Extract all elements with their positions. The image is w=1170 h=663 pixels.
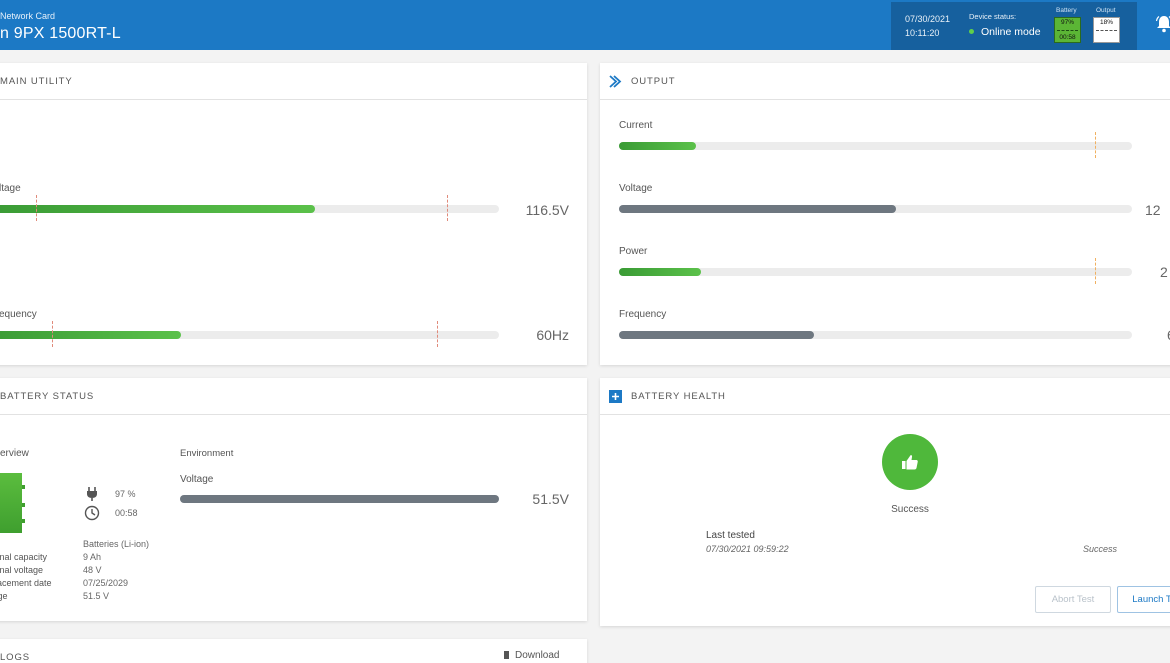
battery-cap-bottom: [22, 519, 25, 523]
main-utility-card: MAIN UTILITY ltage 116.5V equency 60Hz: [0, 63, 587, 365]
env-voltage-label: Voltage: [180, 474, 214, 485]
battery-level-icon: [0, 473, 25, 533]
battery-health-title: BATTERY HEALTH: [631, 391, 726, 402]
health-result: Success: [891, 504, 929, 515]
battery-mini-divider: [1057, 30, 1078, 31]
product-subtitle: Network Card: [0, 11, 56, 21]
output-voltage-fill: [619, 205, 896, 213]
output-current-threshold: [1095, 132, 1096, 158]
detail-nominal-voltage-key: minal voltage: [0, 565, 44, 575]
detail-replacement-key: placement date: [0, 578, 52, 588]
device-title: n 9PX 1500RT-L: [0, 25, 121, 42]
output-card: OUTPUT Current Voltage 12 Power 2 Freque…: [600, 63, 1170, 365]
output-power-value: 2: [1160, 264, 1168, 280]
last-test-result: Success: [1083, 544, 1118, 554]
environment-label: Environment: [180, 448, 234, 459]
utility-frequency-value: 60Hz: [536, 327, 569, 343]
utility-voltage-high-threshold: [447, 195, 448, 221]
output-header: OUTPUT: [600, 63, 1170, 100]
top-bar: Network Card n 9PX 1500RT-L 07/30/2021 1…: [0, 0, 1170, 50]
download-icon: [504, 651, 509, 660]
battery-mini-percent: 97%: [1060, 19, 1074, 26]
battery-cap-mid: [22, 503, 25, 507]
launch-test-button[interactable]: Launch T: [1117, 586, 1170, 613]
output-power-threshold: [1095, 258, 1096, 284]
battery-status-card: BATTERY STATUS erview 97 % 00:58 pe Batt…: [0, 378, 587, 621]
output-mini-widget[interactable]: 18%: [1093, 17, 1120, 43]
chevron-output-icon: [609, 75, 622, 88]
main-utility-title: MAIN UTILITY: [0, 76, 73, 87]
output-power-label: Power: [619, 246, 648, 257]
last-tested-label: Last tested: [706, 530, 755, 541]
utility-voltage-fill: [0, 205, 315, 213]
utility-frequency-bar: [0, 321, 499, 347]
detail-type-value: Batteries (Li-ion): [83, 539, 150, 549]
env-voltage-bar: [180, 495, 499, 503]
detail-voltage-key: tage: [0, 591, 8, 601]
battery-mini-runtime: 00:58: [1059, 34, 1076, 41]
device-status-label: Device status:: [969, 12, 1017, 21]
utility-frequency-high-threshold: [437, 321, 438, 347]
main-utility-header: MAIN UTILITY: [0, 63, 587, 100]
status-panel: 07/30/2021 10:11:20 Device status: Onlin…: [891, 2, 1137, 50]
utility-voltage-value: 116.5V: [525, 202, 569, 218]
device-status-text: Online mode: [981, 26, 1041, 38]
utility-frequency-fill: [0, 331, 181, 339]
output-mini-label: Output: [1096, 7, 1116, 14]
output-mini-divider: [1096, 30, 1117, 31]
last-tested-value: 07/30/2021 09:59:22: [706, 544, 789, 554]
output-title: OUTPUT: [631, 76, 676, 87]
output-mini-percent: 18%: [1099, 19, 1113, 26]
output-power-bar: [619, 258, 1132, 284]
header-time: 10:11:20: [905, 28, 940, 38]
clock-icon: [84, 505, 100, 521]
detail-capacity-value: 9 Ah: [83, 552, 102, 562]
utility-voltage-bar: [0, 195, 499, 221]
logs-title: LOGS: [0, 652, 30, 663]
utility-frequency-low-threshold: [52, 321, 53, 347]
detail-replacement-value: 07/25/2029: [83, 578, 129, 588]
battery-mini-label: Battery: [1056, 7, 1077, 14]
detail-voltage-value: 51.5 V: [83, 591, 110, 601]
battery-health-header: BATTERY HEALTH: [600, 378, 1170, 415]
utility-frequency-label: equency: [0, 309, 37, 320]
battery-status-title: BATTERY STATUS: [0, 391, 95, 402]
logs-download-link[interactable]: Download: [504, 650, 559, 661]
utility-voltage-label: ltage: [0, 183, 21, 194]
env-voltage-value: 51.5V: [532, 491, 569, 507]
logs-download-label: Download: [515, 650, 560, 661]
output-frequency-bar: [619, 331, 1132, 339]
output-current-fill: [619, 142, 696, 150]
online-dot-icon: [969, 28, 974, 34]
plus-icon: [609, 390, 622, 403]
output-voltage-value: 12: [1145, 202, 1161, 218]
bell-icon[interactable]: [1156, 15, 1170, 33]
detail-nominal-voltage-value: 48 V: [83, 565, 102, 575]
utility-voltage-low-threshold: [36, 195, 37, 221]
output-frequency-label: Frequency: [619, 309, 667, 320]
output-current-label: Current: [619, 120, 653, 131]
env-voltage-fill: [180, 495, 499, 503]
success-indicator: [882, 434, 938, 490]
battery-charge: 97 %: [115, 489, 136, 499]
output-frequency-fill: [619, 331, 814, 339]
battery-mini-widget[interactable]: 97% 00:58: [1054, 17, 1081, 43]
battery-status-header: BATTERY STATUS: [0, 378, 587, 415]
output-voltage-bar: [619, 205, 1132, 213]
plug-icon: [87, 487, 97, 501]
battery-overview-label: erview: [0, 448, 29, 459]
battery-runtime: 00:58: [115, 508, 138, 518]
device-status-value[interactable]: Online mode: [969, 26, 1041, 38]
battery-health-card: BATTERY HEALTH Success Last tested 07/30…: [600, 378, 1170, 626]
battery-cap-top: [22, 485, 25, 489]
output-current-bar: [619, 132, 1132, 158]
header-date: 07/30/2021: [905, 14, 951, 24]
detail-capacity-key: minal capacity: [0, 552, 48, 562]
output-power-fill: [619, 268, 701, 276]
thumbs-up-icon: [902, 455, 918, 470]
output-frequency-value: 6: [1167, 327, 1170, 343]
logs-card: LOGS Download: [0, 639, 587, 663]
abort-test-button[interactable]: Abort Test: [1035, 586, 1111, 613]
output-voltage-label: Voltage: [619, 183, 653, 194]
